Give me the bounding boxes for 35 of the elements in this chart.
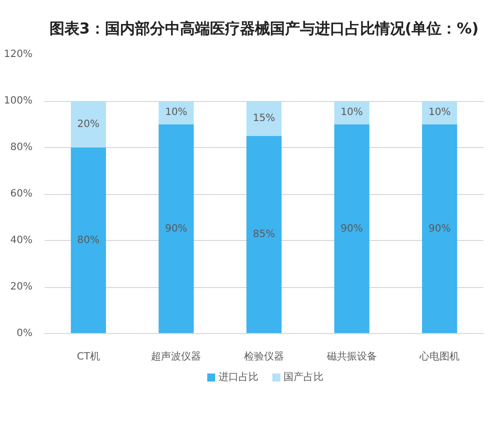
legend-label: 进口占比 (218, 371, 258, 383)
data-label: 90% (165, 223, 188, 234)
x-tick-label: 磁共振设备 (326, 350, 377, 362)
bar (158, 124, 194, 334)
bar (422, 101, 458, 124)
chart-title: 图表3：国内部分中高端医疗器械国产与进口占比情况(单位：%) (49, 20, 479, 38)
x-tick-label: CT机 (76, 350, 100, 362)
y-tick-label: 0% (16, 328, 33, 339)
bar (158, 101, 194, 124)
bar (334, 101, 370, 124)
bar (334, 124, 370, 334)
y-tick-label: 80% (10, 142, 33, 153)
x-tick-label: 心电图机 (418, 350, 460, 362)
bar (246, 101, 282, 136)
bar (246, 136, 282, 334)
data-label: 10% (340, 107, 363, 118)
data-label: 10% (428, 107, 451, 118)
bar (70, 148, 106, 334)
x-tick-label: 检验仪器 (244, 350, 284, 362)
data-label: 15% (252, 112, 276, 124)
data-label: 85% (252, 229, 276, 240)
x-tick-label: 超声波仪器 (151, 350, 202, 362)
data-label: 20% (77, 118, 100, 130)
legend-label: 国产占比 (283, 371, 324, 383)
data-label: 90% (340, 223, 363, 234)
y-tick-label: 20% (10, 282, 33, 292)
y-tick-label: 100% (4, 96, 33, 106)
y-tick-label: 120% (4, 49, 33, 60)
y-tick-label: 60% (10, 188, 33, 200)
bar (70, 101, 106, 148)
data-label: 80% (77, 235, 100, 246)
data-label: 90% (428, 223, 451, 234)
bar (422, 124, 458, 334)
y-tick-label: 40% (10, 235, 33, 246)
data-label: 10% (165, 107, 188, 118)
